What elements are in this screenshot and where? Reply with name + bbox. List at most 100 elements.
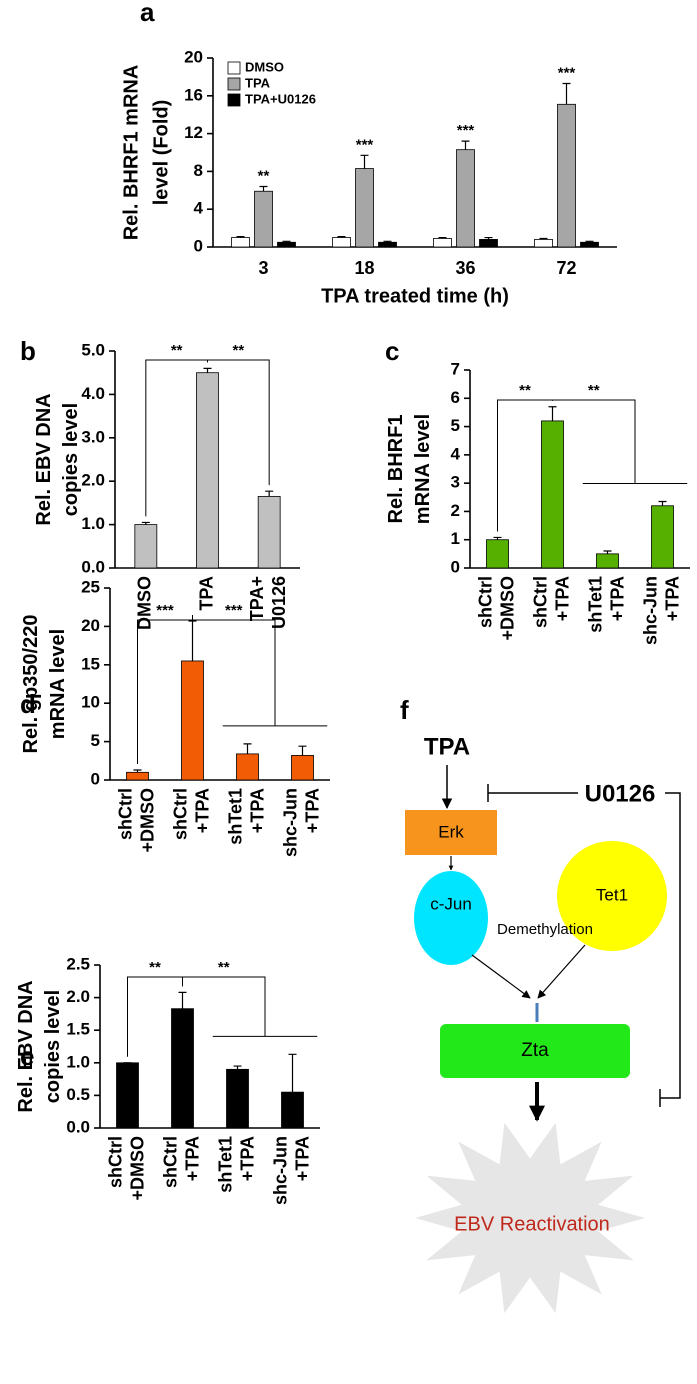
panel-label: d	[20, 689, 36, 719]
error-bar	[259, 185, 268, 192]
bar	[596, 553, 619, 569]
panel-label: c	[385, 336, 399, 366]
error-bar	[178, 991, 187, 1009]
bar	[254, 190, 273, 248]
y-tick-label: 10	[81, 693, 100, 712]
x-tick-label: +TPA	[607, 576, 627, 621]
bar	[456, 149, 475, 248]
bar	[171, 1008, 194, 1129]
error-bar	[539, 237, 548, 240]
y-axis-title: copies level	[42, 990, 64, 1103]
y-tick-label: 4.0	[81, 384, 105, 403]
y-tick-label: 2.0	[66, 987, 90, 1006]
y-tick-label: 0	[91, 769, 100, 788]
x-tick-label: +DMSO	[127, 1136, 147, 1201]
x-tick-label: shCtrl	[475, 576, 495, 628]
x-tick-label: 18	[354, 258, 374, 278]
y-tick-label: 7	[451, 359, 460, 378]
x-tick-label: shc-Jun	[640, 576, 660, 645]
error-bar	[188, 620, 197, 661]
y-axis-title: Rel. gp350/220	[20, 615, 42, 754]
bar	[226, 1068, 249, 1129]
y-tick-label: 0.0	[81, 557, 105, 576]
y-tick-label: 20	[184, 47, 203, 66]
x-tick-label: shCtrl	[530, 576, 550, 628]
error-bar	[438, 236, 447, 239]
x-tick-label: shTet1	[585, 576, 605, 633]
node-outcome: EBV Reactivation	[454, 1213, 610, 1235]
y-tick-label: 4	[451, 444, 461, 463]
y-tick-label: 1.5	[66, 1020, 90, 1039]
diagram: f TPA U0126 Erk c-Jun Tet1 Demethylation…	[400, 695, 681, 1314]
x-tick-label: TPA+	[247, 576, 267, 621]
y-tick-label: 1.0	[66, 1052, 90, 1071]
x-tick-label: shTet1	[215, 1136, 235, 1193]
legend-label: TPA	[245, 75, 271, 90]
x-tick-label: shTet1	[225, 788, 245, 845]
error-bar	[133, 769, 142, 773]
x-tick-label: shCtrl	[170, 788, 190, 840]
y-axis-title: Rel. EBV DNA	[33, 393, 55, 525]
bracket	[192, 615, 328, 727]
node-box	[405, 810, 497, 855]
x-tick-label: +TPA	[247, 788, 267, 833]
x-tick-label: +TPA	[182, 1136, 202, 1181]
bar	[332, 237, 351, 248]
y-tick-label: 20	[81, 616, 100, 635]
error-bar	[298, 745, 307, 756]
bar	[277, 241, 296, 248]
significance: ***	[558, 64, 576, 81]
x-tick-label: shc-Jun	[270, 1136, 290, 1205]
significance: **	[258, 167, 270, 184]
y-axis-title: mRNA level	[47, 629, 69, 739]
legend-swatch	[227, 77, 241, 91]
arrow	[471, 954, 531, 999]
error-bar	[461, 140, 470, 150]
bar	[355, 168, 374, 248]
bar	[486, 539, 509, 569]
x-tick-label: +DMSO	[137, 788, 157, 853]
y-tick-label: 8	[194, 161, 203, 180]
x-tick-label: +TPA	[237, 1136, 257, 1181]
y-tick-label: 2.0	[81, 471, 105, 490]
y-tick-label: 15	[81, 654, 100, 673]
significance: **	[218, 959, 230, 976]
significance: **	[171, 342, 183, 359]
y-tick-label: 0.5	[66, 1085, 90, 1104]
panel-label: a	[140, 0, 155, 27]
y-tick-label: 1.0	[81, 514, 105, 533]
error-bar	[233, 1065, 242, 1070]
x-tick-label: shc-Jun	[280, 788, 300, 857]
y-tick-label: 2	[451, 501, 460, 520]
bar	[479, 239, 498, 248]
y-axis-title: Rel. BHRF1 mRNA	[120, 65, 142, 241]
bar	[580, 241, 599, 248]
error-bar	[562, 82, 571, 105]
significance: ***	[156, 602, 174, 619]
y-axis-title: level (Fold)	[150, 100, 172, 206]
legend-label: TPA+U0126	[245, 91, 316, 106]
y-tick-label: 5	[451, 416, 460, 435]
error-bar	[243, 743, 252, 754]
bar	[236, 753, 259, 781]
edge-label: Demethylation	[497, 921, 593, 938]
node-zta: Zta	[521, 1040, 549, 1061]
bracket	[182, 976, 318, 1037]
bracket	[207, 359, 270, 486]
significance: **	[149, 959, 161, 976]
bar	[557, 103, 576, 248]
significance: **	[232, 342, 244, 359]
y-tick-label: 0	[451, 557, 460, 576]
x-tick-label: shCtrl	[105, 1136, 125, 1188]
error-bar	[484, 236, 493, 240]
error-bar	[282, 240, 291, 243]
bar	[291, 755, 314, 781]
panel-label: e	[20, 1041, 34, 1071]
bar	[433, 238, 452, 248]
x-axis-title: TPA treated time (h)	[321, 285, 509, 307]
node-box	[440, 1024, 630, 1078]
y-axis-title: Rel. BHRF1	[385, 415, 407, 524]
significance: **	[588, 382, 600, 399]
x-tick-label: U0126	[269, 576, 289, 629]
error-bar	[337, 236, 346, 238]
